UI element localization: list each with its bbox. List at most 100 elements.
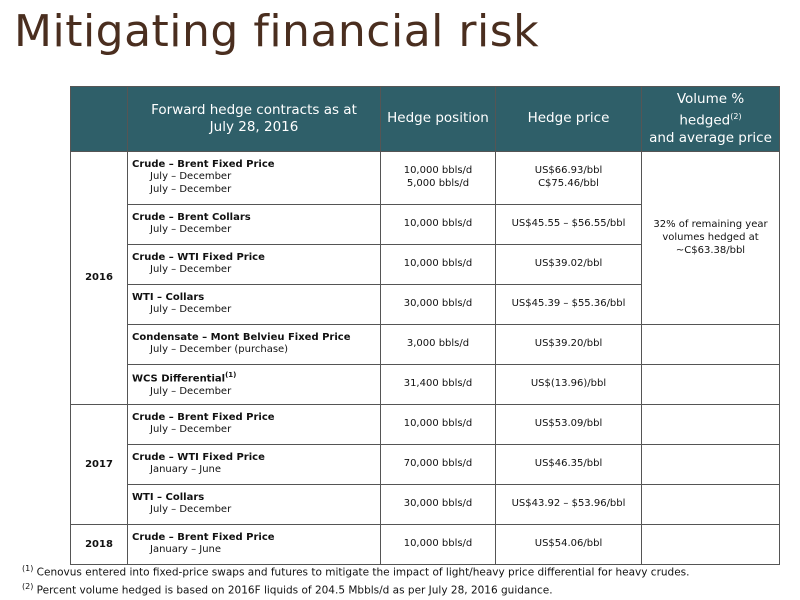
contract-period: July – December (150, 386, 232, 398)
hedge-price-cell: US$(13.96)/bbl (495, 363, 642, 405)
footnote-marker: (1) (22, 564, 34, 573)
hedge-price-cell: US$46.35/bbl (495, 443, 642, 485)
footnote-text: Cenovus entered into fixed-price swaps a… (33, 566, 690, 579)
contract-period: July – December (150, 171, 232, 183)
header-price: Hedge price (495, 86, 642, 152)
footnote-1: (1) Cenovus entered into fixed-price swa… (22, 562, 689, 580)
hedge-price-cell: US$45.39 – $55.36/bbl (495, 283, 642, 325)
table-row: WTI – Collars July – December 30,000 bbl… (71, 483, 780, 525)
hedge-price-cell: US$66.93/bbl C$75.46/bbl (495, 150, 642, 205)
contract-name: Crude – Brent Fixed Price (132, 411, 275, 423)
contract-cell: WTI – Collars July – December (127, 283, 381, 325)
hedge-position: 30,000 bbls/d (403, 497, 473, 509)
empty-cell (641, 483, 780, 525)
empty-cell (641, 443, 780, 485)
hedge-position: 10,000 bbls/d (403, 257, 473, 269)
contract-cell: Condensate – Mont Belvieu Fixed Price Ju… (127, 323, 381, 365)
contract-name: Crude – WTI Fixed Price (132, 451, 265, 463)
hedge-position: 5,000 bbls/d (406, 177, 470, 189)
hedge-position-cell: 3,000 bbls/d (380, 323, 496, 365)
contract-cell: WTI – Collars July – December (127, 483, 381, 525)
table-row: Condensate – Mont Belvieu Fixed Price Ju… (71, 323, 780, 365)
volume-note-line: ~C$63.38/bbl (675, 245, 746, 256)
hedge-price: C$75.46/bbl (538, 177, 599, 189)
table-row: Crude – WTI Fixed Price July – December … (71, 243, 780, 285)
table-row: Crude – WTI Fixed Price January – June 7… (71, 443, 780, 485)
contract-cell: Crude – Brent Collars July – December (127, 203, 381, 245)
contract-name: Crude – Brent Fixed Price (132, 531, 275, 543)
footnote-marker: (2) (22, 581, 34, 591)
header-volume-line2: and average price (649, 129, 772, 146)
hedge-price: US$66.93/bbl (534, 165, 603, 176)
contract-name: WCS Differential(1) (132, 369, 376, 386)
contract-cell: Crude – Brent Fixed Price July – Decembe… (127, 403, 381, 445)
footnote-marker: (1) (225, 371, 237, 380)
hedge-position: 10,000 bbls/d (403, 417, 473, 429)
header-contracts-line1: Forward hedge contracts as at (151, 101, 357, 118)
contract-name-text: WCS Differential (132, 373, 226, 385)
year-2017: 2017 (70, 403, 128, 525)
hedge-price-cell: US$39.02/bbl (495, 243, 642, 285)
hedge-price-cell: US$43.92 – $53.96/bbl (495, 483, 642, 525)
hedge-position-cell: 10,000 bbls/d 5,000 bbls/d (380, 150, 496, 205)
hedge-position: 70,000 bbls/d (403, 457, 473, 469)
hedge-position-cell: 30,000 bbls/d (380, 283, 496, 325)
hedge-position-cell: 10,000 bbls/d (380, 203, 496, 245)
empty-cell (641, 323, 780, 365)
hedge-price: US$39.20/bbl (534, 337, 603, 349)
contract-name: Crude – Brent Fixed Price (132, 158, 275, 170)
table-row: WTI – Collars July – December 30,000 bbl… (71, 283, 780, 325)
contract-name: Crude – Brent Collars (132, 211, 251, 223)
hedge-price-cell: US$39.20/bbl (495, 323, 642, 365)
contract-name: WTI – Collars (132, 291, 205, 303)
volume-note-line: 32% of remaining year (653, 219, 768, 230)
footnotes: (1) Cenovus entered into fixed-price swa… (22, 562, 689, 597)
hedge-position-cell: 10,000 bbls/d (380, 403, 496, 445)
contract-period: July – December (150, 424, 232, 435)
contract-name: Crude – WTI Fixed Price (132, 251, 265, 263)
hedge-price-cell: US$53.09/bbl (495, 403, 642, 445)
volume-hedged-cell: 32% of remaining year volumes hedged at … (641, 150, 780, 325)
table-row: WCS Differential(1) July – December 31,4… (71, 363, 780, 405)
contract-cell: Crude – Brent Fixed Price January – June (127, 523, 381, 565)
table-row: 2016 Crude – Brent Fixed Price July – De… (70, 150, 780, 405)
header-position: Hedge position (380, 86, 496, 152)
header-volume: Volume % hedged(2) and average price (641, 86, 780, 152)
table-row: Crude – Brent Collars July – December 10… (71, 203, 780, 245)
hedge-price-cell: US$45.55 – $56.55/bbl (495, 203, 642, 245)
hedge-price: US$54.06/bbl (534, 537, 603, 549)
footnote-text: Percent volume hedged is based on 2016F … (33, 584, 553, 596)
hedge-table: Forward hedge contracts as at July 28, 2… (70, 86, 780, 565)
table-header-row: Forward hedge contracts as at July 28, 2… (70, 86, 780, 152)
table-row: 2017 Crude – Brent Fixed Price July – De… (70, 403, 780, 525)
year-2018: 2018 (70, 523, 128, 565)
hedge-price: US$(13.96)/bbl (530, 377, 607, 389)
contract-cell: WCS Differential(1) July – December (127, 363, 381, 405)
header-volume-sup: (2) (730, 112, 742, 121)
hedge-price: US$45.55 – $56.55/bbl (511, 217, 626, 229)
header-contracts-line2: July 28, 2016 (209, 118, 299, 135)
contract-name: Condensate – Mont Belvieu Fixed Price (132, 331, 351, 343)
empty-cell (641, 523, 780, 565)
header-year (70, 86, 128, 152)
hedge-position-cell: 70,000 bbls/d (380, 443, 496, 485)
hedge-position: 10,000 bbls/d (403, 537, 473, 549)
contract-period: January – June (150, 544, 222, 555)
contract-period: July – December (150, 304, 232, 315)
hedge-price: US$45.39 – $55.36/bbl (511, 297, 626, 309)
empty-cell (641, 403, 780, 445)
page-title: Mitigating financial risk (14, 6, 540, 57)
header-volume-line1: Volume % hedged (676, 91, 745, 129)
hedge-position-cell: 10,000 bbls/d (380, 523, 496, 565)
contract-cell: Crude – WTI Fixed Price January – June (127, 443, 381, 485)
header-contracts: Forward hedge contracts as at July 28, 2… (127, 86, 381, 152)
volume-note-line: volumes hedged at (662, 232, 759, 243)
hedge-position: 10,000 bbls/d (403, 165, 473, 176)
contract-period: July – December (150, 183, 232, 195)
contract-cell: Crude – WTI Fixed Price July – December (127, 243, 381, 285)
hedge-price: US$43.92 – $53.96/bbl (511, 497, 626, 509)
table-row: 2018 Crude – Brent Fixed Price January –… (70, 523, 780, 565)
contract-period: July – December (150, 264, 232, 275)
hedge-price: US$53.09/bbl (534, 417, 603, 429)
hedge-price-cell: US$54.06/bbl (495, 523, 642, 565)
